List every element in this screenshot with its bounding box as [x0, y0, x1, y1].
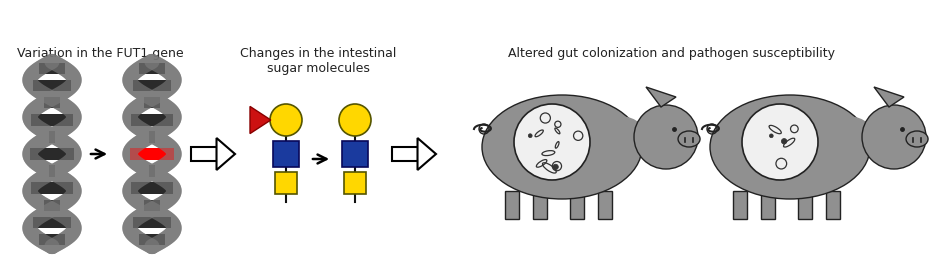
- FancyBboxPatch shape: [130, 183, 173, 194]
- FancyBboxPatch shape: [275, 172, 297, 194]
- FancyBboxPatch shape: [761, 191, 775, 219]
- FancyBboxPatch shape: [191, 147, 217, 161]
- Ellipse shape: [482, 95, 642, 199]
- FancyBboxPatch shape: [49, 132, 55, 143]
- Ellipse shape: [906, 131, 928, 147]
- Polygon shape: [417, 138, 436, 170]
- Circle shape: [514, 104, 590, 180]
- FancyBboxPatch shape: [273, 141, 299, 167]
- Text: Variation in the FUT1 gene: Variation in the FUT1 gene: [17, 47, 184, 60]
- FancyBboxPatch shape: [49, 166, 55, 177]
- Circle shape: [769, 134, 773, 138]
- Polygon shape: [217, 138, 235, 170]
- FancyBboxPatch shape: [130, 149, 174, 160]
- Text: Changes in the intestinal
sugar molecules: Changes in the intestinal sugar molecule…: [240, 47, 397, 75]
- FancyBboxPatch shape: [826, 191, 840, 219]
- Polygon shape: [250, 106, 271, 134]
- FancyBboxPatch shape: [144, 199, 160, 211]
- FancyBboxPatch shape: [149, 132, 155, 143]
- FancyBboxPatch shape: [342, 141, 368, 167]
- Circle shape: [270, 104, 302, 136]
- Circle shape: [634, 105, 698, 169]
- Ellipse shape: [678, 131, 700, 147]
- Polygon shape: [874, 87, 904, 107]
- Circle shape: [529, 134, 533, 138]
- FancyBboxPatch shape: [32, 80, 71, 91]
- FancyBboxPatch shape: [44, 97, 60, 108]
- FancyBboxPatch shape: [139, 233, 165, 245]
- FancyBboxPatch shape: [39, 63, 65, 74]
- FancyBboxPatch shape: [598, 191, 612, 219]
- FancyBboxPatch shape: [392, 147, 417, 161]
- Ellipse shape: [825, 117, 875, 161]
- Ellipse shape: [597, 117, 647, 161]
- Ellipse shape: [710, 95, 870, 199]
- Circle shape: [742, 104, 818, 180]
- FancyBboxPatch shape: [39, 233, 65, 245]
- FancyBboxPatch shape: [733, 191, 747, 219]
- FancyBboxPatch shape: [344, 172, 366, 194]
- Text: Altered gut colonization and pathogen susceptibility: Altered gut colonization and pathogen su…: [509, 47, 836, 60]
- Circle shape: [339, 104, 371, 136]
- Circle shape: [553, 164, 558, 170]
- FancyBboxPatch shape: [505, 191, 519, 219]
- FancyBboxPatch shape: [30, 114, 73, 125]
- FancyBboxPatch shape: [798, 191, 812, 219]
- FancyBboxPatch shape: [533, 191, 547, 219]
- FancyBboxPatch shape: [30, 149, 74, 160]
- FancyBboxPatch shape: [44, 199, 60, 211]
- FancyBboxPatch shape: [133, 80, 171, 91]
- FancyBboxPatch shape: [30, 183, 73, 194]
- FancyBboxPatch shape: [139, 63, 165, 74]
- FancyBboxPatch shape: [130, 114, 173, 125]
- FancyBboxPatch shape: [32, 216, 71, 228]
- FancyBboxPatch shape: [149, 166, 155, 177]
- Polygon shape: [646, 87, 676, 107]
- Circle shape: [782, 139, 786, 144]
- FancyBboxPatch shape: [133, 216, 171, 228]
- Circle shape: [862, 105, 926, 169]
- FancyBboxPatch shape: [570, 191, 584, 219]
- FancyBboxPatch shape: [144, 97, 160, 108]
